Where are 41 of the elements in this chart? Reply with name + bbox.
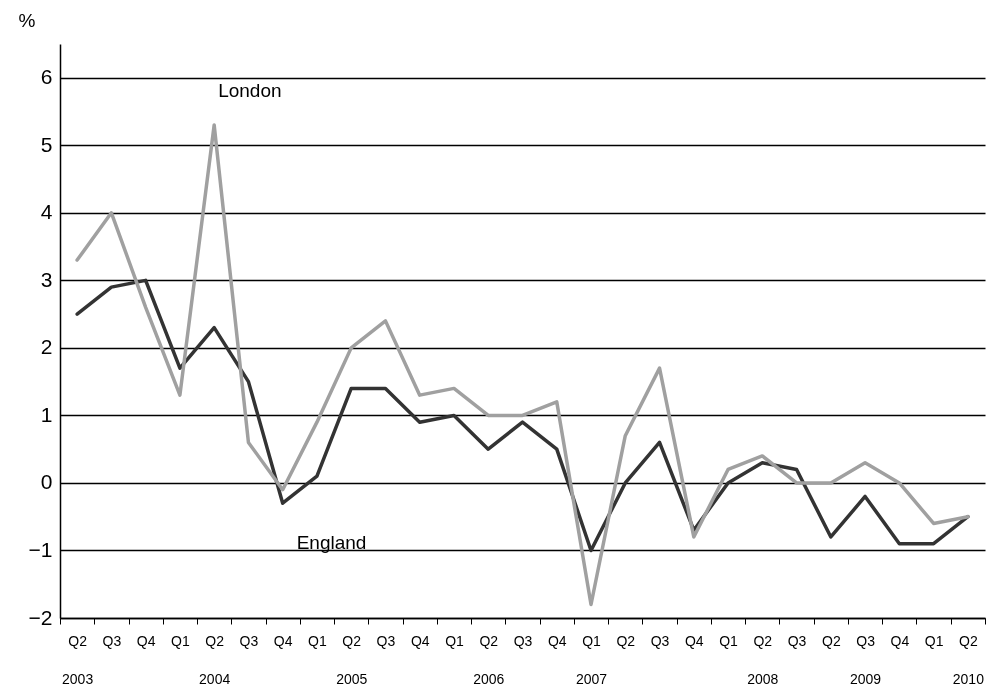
- x-tick-label: Q1: [308, 632, 327, 649]
- x-tick-label: Q4: [684, 632, 704, 649]
- series-label: London: [218, 80, 282, 102]
- x-tick-label: Q2: [821, 632, 841, 649]
- y-tick-label: 2: [40, 335, 53, 359]
- series-label: England: [296, 532, 367, 554]
- y-tick-label: 4: [40, 200, 53, 224]
- x-tick-label: Q4: [890, 632, 910, 649]
- x-tick-label: Q3: [513, 632, 533, 649]
- category-label: Q3 2009: [850, 632, 882, 687]
- y-tick-label: 0: [40, 470, 53, 494]
- y-tick-label: 5: [40, 132, 53, 156]
- line-series: [75, 123, 970, 607]
- x-tick-label: Q3: [650, 632, 670, 649]
- category-label: Q2 2003: [62, 632, 94, 687]
- x-tick-label: Q4: [136, 632, 156, 649]
- x-tick-label: Q1: [924, 632, 944, 649]
- category-label: Q2 2010: [952, 632, 984, 687]
- category-label: Q2 2005: [336, 632, 368, 687]
- y-tick-label: −2: [28, 605, 53, 629]
- category-label: Q1 2007: [575, 632, 608, 687]
- y-tick-label: 1: [40, 402, 53, 426]
- x-tick-label: Q4: [273, 632, 293, 649]
- x-tick-label: Q1: [445, 632, 465, 649]
- category-label: Q2 2008: [747, 632, 779, 687]
- x-tick-label: Q3: [102, 632, 122, 649]
- y-tick-label: −1: [28, 537, 53, 561]
- x-tick-label: Q2: [616, 632, 636, 649]
- line-series: [75, 278, 970, 553]
- x-tick-label: Q4: [410, 632, 430, 649]
- x-tick-label: Q3: [376, 632, 396, 649]
- y-tick-label: 6: [40, 65, 53, 89]
- x-tick-label: Q1: [719, 632, 739, 649]
- x-tick-label: Q1: [171, 632, 190, 649]
- x-tick-label: Q3: [787, 632, 807, 649]
- y-tick-label: 3: [40, 267, 53, 291]
- category-label: Q2 2004: [199, 632, 231, 687]
- x-tick-label: Q4: [547, 632, 567, 649]
- y-axis-title: %: [18, 9, 36, 31]
- category-label: Q2 2006: [473, 632, 505, 687]
- x-tick-label: Q3: [239, 632, 259, 649]
